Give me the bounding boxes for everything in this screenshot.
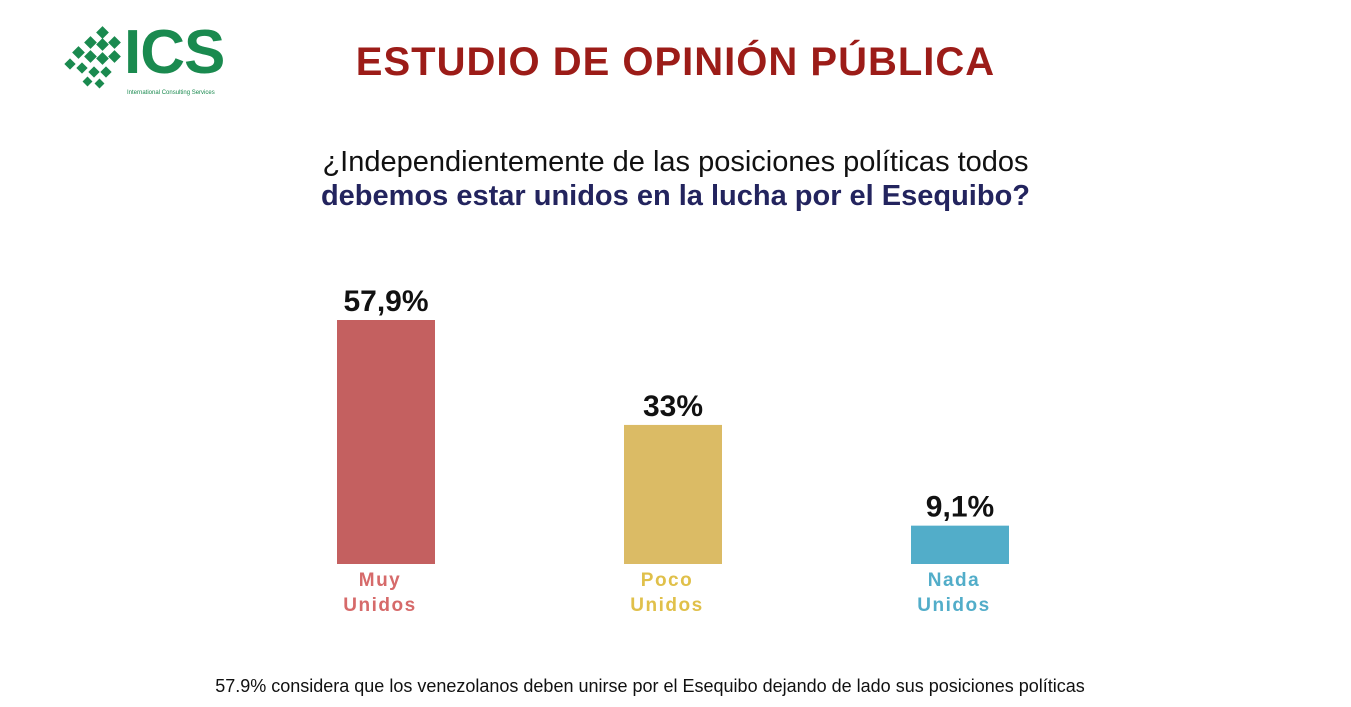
category-label: Nada bbox=[928, 570, 980, 591]
bar-poco-unidos bbox=[624, 424, 722, 564]
logo-wordmark: ICS bbox=[124, 18, 225, 87]
footnote: 57.9% considera que los venezolanos debe… bbox=[215, 676, 1085, 696]
category-label: Muy bbox=[359, 570, 402, 591]
data-label: 9,1% bbox=[926, 491, 994, 524]
cubes-logo-icon bbox=[64, 26, 121, 89]
question-line-2: debemos estar unidos en la lucha por el … bbox=[320, 180, 1031, 212]
category-label: Poco bbox=[641, 570, 693, 591]
question-line-1: ¿Independientemente de las posiciones po… bbox=[322, 146, 1029, 178]
bar-nada-unidos bbox=[911, 525, 1009, 564]
bar-muy-unidos bbox=[337, 320, 435, 564]
data-label: 33% bbox=[643, 390, 703, 423]
data-label: 57,9% bbox=[343, 285, 428, 318]
category-label: Unidos bbox=[343, 595, 416, 616]
category-label: Unidos bbox=[917, 595, 990, 616]
page-title: ESTUDIO DE OPINIÓN PÚBLICA bbox=[355, 40, 996, 84]
ics-logo: ICS International Consulting Services bbox=[64, 22, 225, 102]
survey-question: ¿Independientemente de las posiciones po… bbox=[0, 145, 1351, 213]
category-label: Unidos bbox=[630, 595, 703, 616]
logo-subtitle: International Consulting Services bbox=[127, 90, 215, 96]
